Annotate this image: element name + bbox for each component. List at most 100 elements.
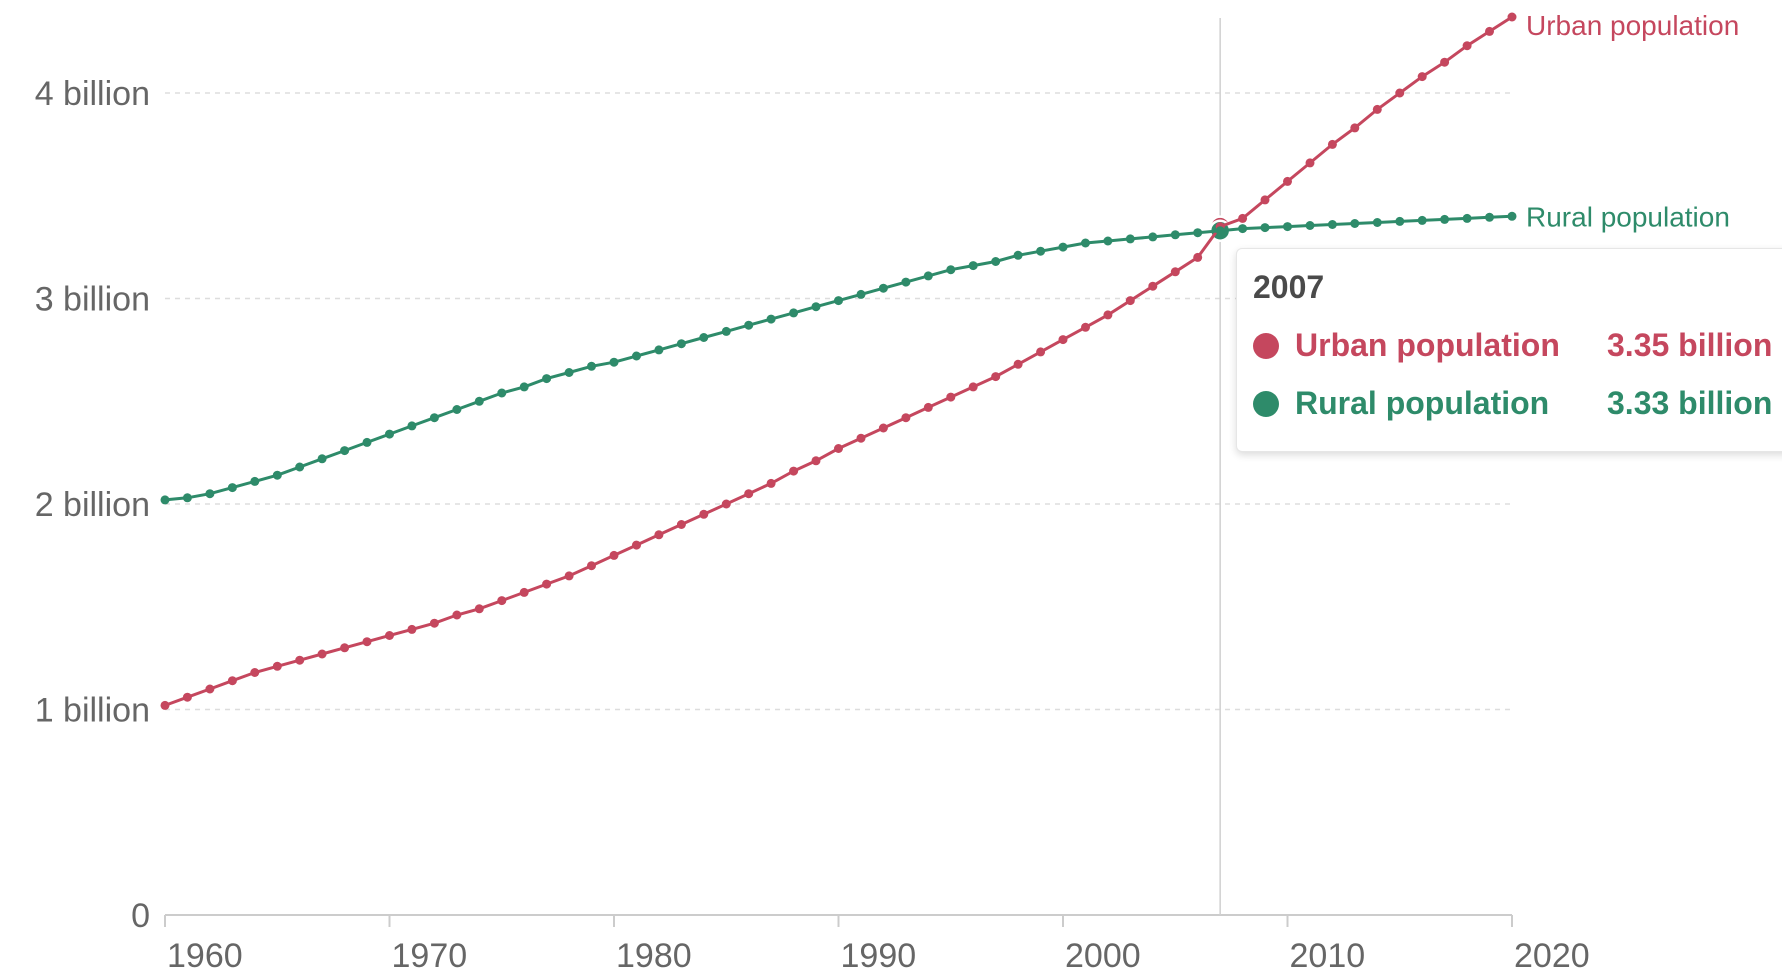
data-point[interactable]: [834, 444, 843, 453]
data-point[interactable]: [1125, 234, 1135, 244]
data-point[interactable]: [991, 372, 1001, 382]
data-point[interactable]: [744, 489, 754, 499]
data-point[interactable]: [1036, 246, 1046, 256]
data-point[interactable]: [1417, 72, 1427, 82]
data-point[interactable]: [362, 637, 372, 647]
data-point[interactable]: [721, 326, 731, 336]
data-point[interactable]: [789, 466, 799, 476]
data-point[interactable]: [1238, 213, 1248, 223]
data-point[interactable]: [452, 405, 462, 414]
data-point[interactable]: [811, 456, 821, 466]
data-point[interactable]: [564, 571, 574, 581]
urban-series[interactable]: [160, 12, 1517, 710]
data-point[interactable]: [1260, 195, 1270, 205]
data-point[interactable]: [1395, 88, 1405, 98]
data-point[interactable]: [1417, 215, 1427, 225]
data-point[interactable]: [474, 396, 484, 406]
data-point[interactable]: [1440, 214, 1450, 224]
data-point[interactable]: [856, 433, 866, 443]
series-lines[interactable]: [160, 12, 1517, 710]
data-point[interactable]: [1305, 158, 1315, 168]
data-point[interactable]: [587, 361, 596, 371]
data-point[interactable]: [1103, 236, 1113, 246]
data-point[interactable]: [1305, 221, 1315, 230]
data-point[interactable]: [1058, 335, 1068, 345]
data-point[interactable]: [1238, 224, 1248, 234]
data-point[interactable]: [317, 649, 327, 659]
data-point[interactable]: [1462, 41, 1472, 51]
data-point[interactable]: [1170, 267, 1180, 277]
data-point[interactable]: [1013, 250, 1023, 260]
data-point[interactable]: [1440, 57, 1450, 67]
data-point[interactable]: [632, 540, 641, 550]
data-point[interactable]: [1260, 223, 1270, 233]
data-point[interactable]: [1148, 232, 1158, 242]
data-point[interactable]: [1081, 322, 1090, 332]
data-point[interactable]: [452, 610, 462, 620]
data-point[interactable]: [699, 509, 709, 519]
data-point[interactable]: [991, 257, 1001, 266]
data-point[interactable]: [407, 421, 417, 431]
data-point[interactable]: [362, 437, 372, 447]
data-point[interactable]: [295, 655, 305, 665]
data-point[interactable]: [1283, 222, 1292, 232]
data-point[interactable]: [968, 382, 978, 392]
data-point[interactable]: [340, 446, 350, 456]
data-point[interactable]: [878, 283, 888, 293]
data-point[interactable]: [250, 476, 260, 486]
data-point[interactable]: [1485, 212, 1494, 222]
data-point[interactable]: [429, 618, 439, 628]
data-point[interactable]: [385, 631, 394, 640]
data-point[interactable]: [272, 661, 282, 671]
data-point[interactable]: [340, 643, 350, 653]
data-point[interactable]: [429, 413, 439, 423]
data-point[interactable]: [676, 339, 686, 349]
data-point[interactable]: [1170, 230, 1180, 240]
data-point[interactable]: [789, 308, 799, 318]
data-point[interactable]: [1283, 176, 1292, 186]
data-point[interactable]: [1350, 219, 1360, 228]
data-point[interactable]: [878, 423, 888, 433]
data-point[interactable]: [497, 388, 507, 398]
data-point[interactable]: [519, 587, 529, 597]
data-point[interactable]: [160, 495, 170, 505]
data-point[interactable]: [721, 499, 731, 509]
data-point[interactable]: [676, 520, 686, 529]
data-point[interactable]: [542, 374, 552, 384]
data-point[interactable]: [632, 351, 641, 361]
data-point[interactable]: [227, 483, 237, 493]
data-point[interactable]: [1350, 123, 1360, 133]
data-point[interactable]: [1462, 213, 1472, 223]
data-point[interactable]: [1215, 226, 1225, 236]
data-point[interactable]: [587, 561, 596, 571]
data-point[interactable]: [1193, 252, 1203, 262]
data-point[interactable]: [811, 302, 821, 312]
data-point[interactable]: [654, 345, 664, 355]
data-point[interactable]: [1372, 218, 1382, 227]
data-point[interactable]: [1103, 310, 1113, 320]
data-point[interactable]: [205, 684, 215, 694]
data-point[interactable]: [744, 320, 754, 330]
data-point[interactable]: [699, 333, 709, 342]
data-point[interactable]: [946, 392, 956, 402]
data-point[interactable]: [1013, 359, 1023, 369]
data-point[interactable]: [295, 462, 305, 472]
data-point[interactable]: [1327, 220, 1337, 229]
data-point[interactable]: [766, 314, 776, 324]
data-point[interactable]: [474, 604, 484, 614]
data-point[interactable]: [1081, 238, 1090, 248]
data-point[interactable]: [901, 277, 911, 287]
data-point[interactable]: [182, 692, 192, 702]
data-point[interactable]: [227, 676, 237, 686]
data-point[interactable]: [1507, 12, 1517, 22]
data-point[interactable]: [1036, 347, 1046, 357]
data-point[interactable]: [1058, 242, 1068, 252]
data-point[interactable]: [923, 271, 933, 281]
data-point[interactable]: [946, 265, 956, 275]
data-point[interactable]: [1193, 228, 1203, 238]
data-point[interactable]: [1125, 296, 1135, 306]
data-point[interactable]: [542, 579, 552, 589]
data-point[interactable]: [160, 700, 170, 710]
data-point[interactable]: [968, 261, 978, 271]
data-point[interactable]: [609, 357, 619, 367]
